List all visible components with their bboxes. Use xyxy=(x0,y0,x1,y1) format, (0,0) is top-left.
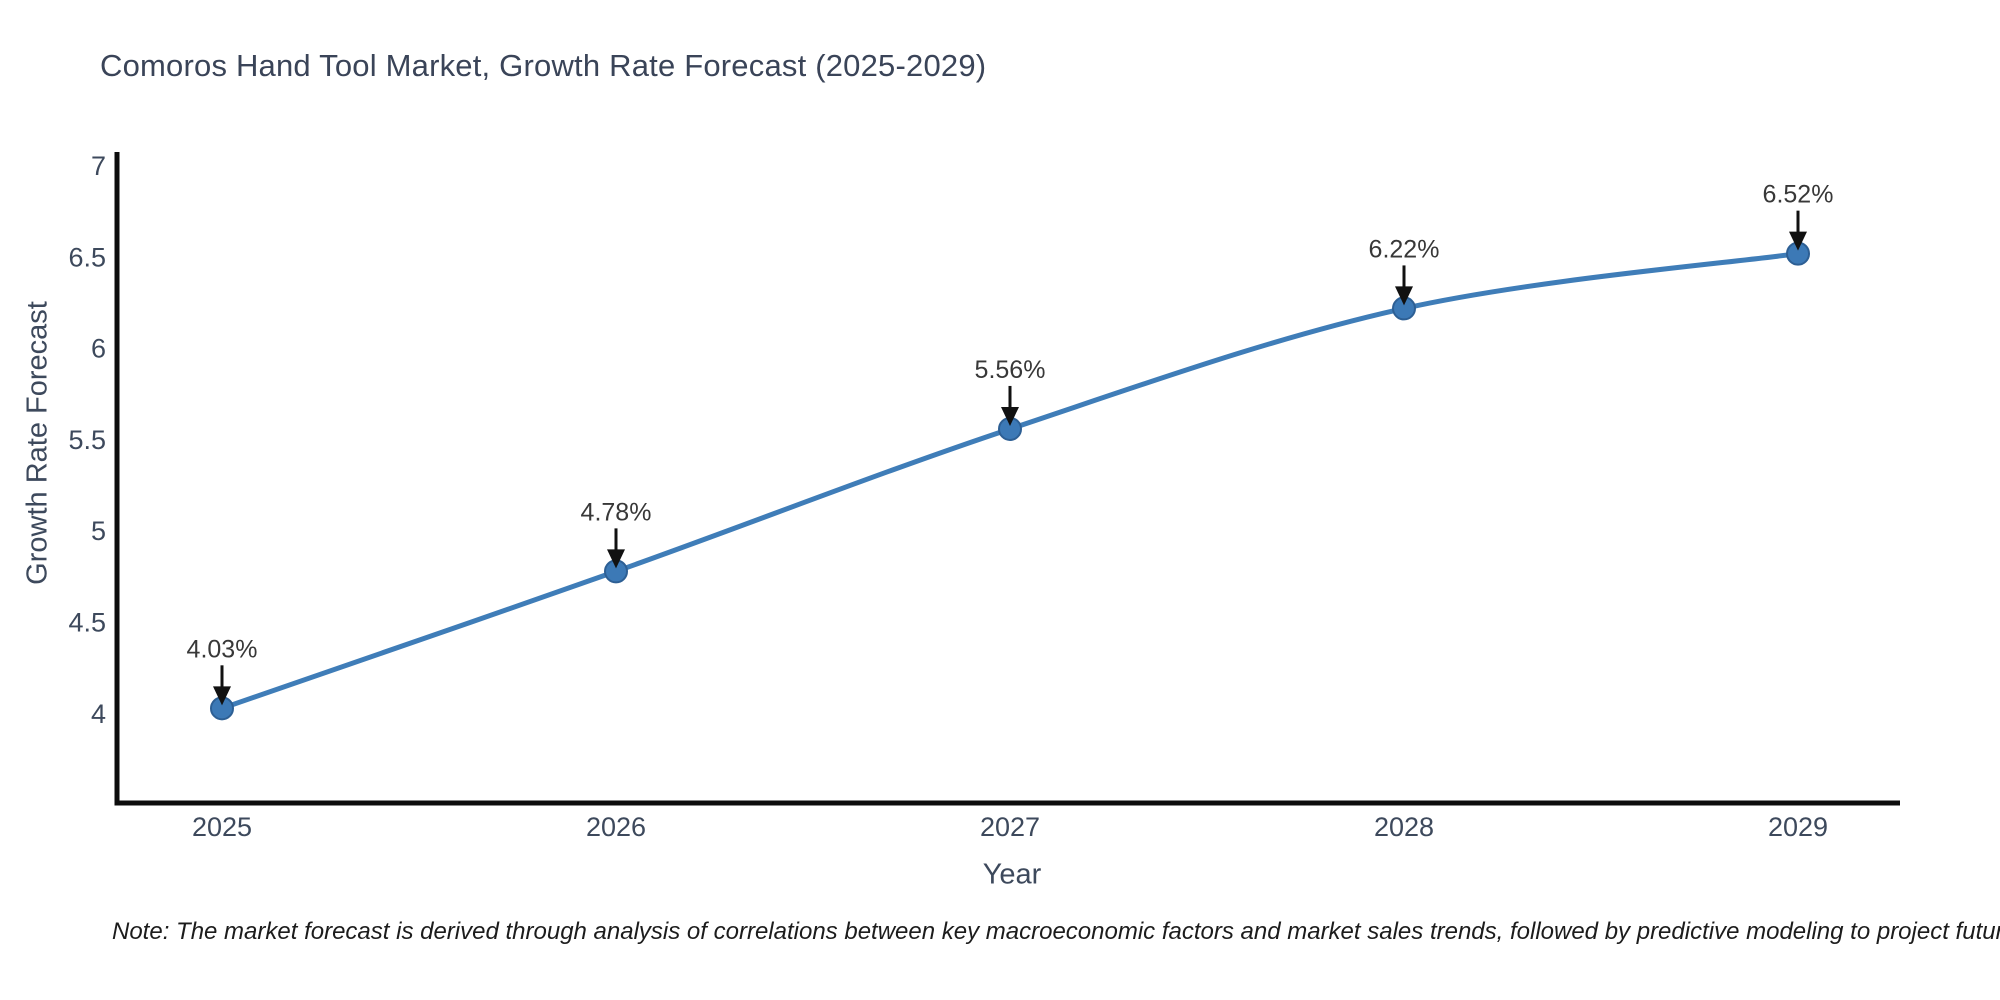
data-point-annotations: 4.03% 4.78% 5.56% 6.22% 6.52% xyxy=(187,181,1834,706)
data-point-value-label: 6.22% xyxy=(1369,235,1440,263)
forecast-line xyxy=(219,251,1801,711)
data-point-value-label: 5.56% xyxy=(975,356,1046,384)
x-axis-title: Year xyxy=(982,858,1042,891)
data-point-value-label: 4.78% xyxy=(581,498,652,526)
y-tick-label: 4 xyxy=(91,699,106,729)
x-axis-tick-labels: 2025 2026 2027 2028 2029 xyxy=(192,812,1828,842)
annotation-arrow-head xyxy=(1001,406,1019,426)
y-axis-tick-labels: 7 6.5 6 5.5 5 4.5 4 xyxy=(68,151,106,729)
chart-title: Comoros Hand Tool Market, Growth Rate Fo… xyxy=(100,48,987,83)
x-tick-label: 2029 xyxy=(1768,812,1828,842)
annotation-arrow-head xyxy=(1789,231,1807,251)
data-point-value-label: 6.52% xyxy=(1763,181,1834,209)
y-tick-label: 5.5 xyxy=(68,425,106,455)
x-tick-label: 2026 xyxy=(586,812,646,842)
data-point-value-label: 4.03% xyxy=(187,635,258,663)
x-tick-label: 2028 xyxy=(1374,812,1434,842)
y-tick-label: 5 xyxy=(91,516,106,546)
annotation-arrow-head xyxy=(607,549,625,569)
annotation-arrow-head xyxy=(1395,286,1413,306)
chart-footnote: Note: The market forecast is derived thr… xyxy=(112,918,2000,945)
x-tick-label: 2025 xyxy=(192,812,252,842)
y-tick-label: 6 xyxy=(91,334,106,364)
y-tick-label: 7 xyxy=(91,151,106,181)
y-tick-label: 6.5 xyxy=(68,242,106,272)
annotation-arrow-head xyxy=(213,686,231,706)
forecast-line-series xyxy=(210,241,1810,721)
y-tick-label: 4.5 xyxy=(68,608,106,638)
x-tick-label: 2027 xyxy=(980,812,1040,842)
